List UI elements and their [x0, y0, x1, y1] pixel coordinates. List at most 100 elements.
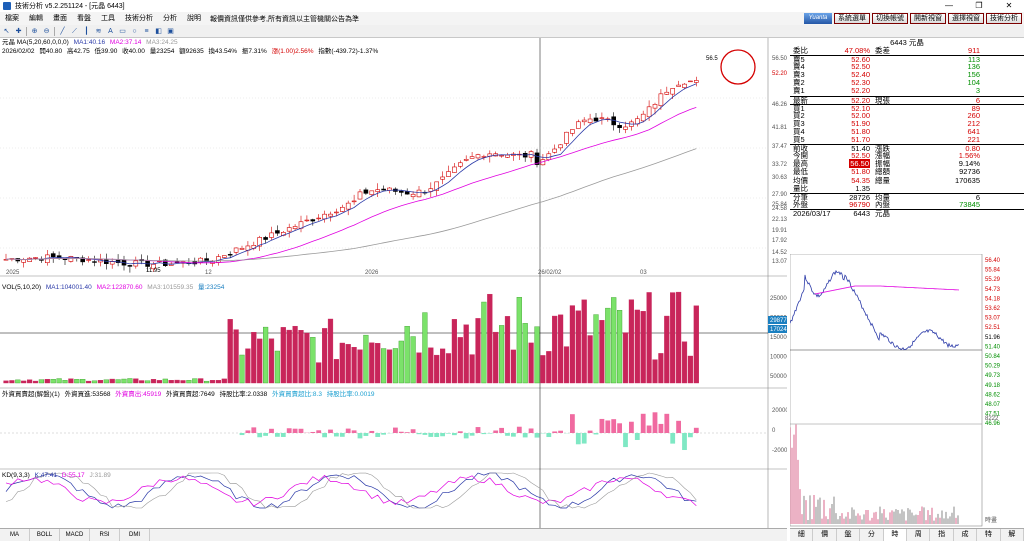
- chart-canvas[interactable]: 56.5052.2046.2641.8137.4733.7230.6327.90…: [0, 38, 787, 528]
- tab-price[interactable]: 價: [813, 529, 837, 541]
- intraday-axis-label: 55.84: [985, 268, 1001, 274]
- tab-week[interactable]: 周: [907, 529, 931, 541]
- trend-icon[interactable]: ⟋: [72, 27, 77, 35]
- intraday-chart[interactable]: 56.40 55.84 55.29 54.73 54.18 53.62 53.07 52.51…: [790, 254, 1024, 528]
- flow-bar: [558, 430, 563, 433]
- flow-bar: [505, 433, 510, 436]
- tab-detail[interactable]: 細: [790, 529, 814, 541]
- volume-bar: [162, 378, 168, 384]
- menu-tools[interactable]: 工具: [101, 15, 115, 22]
- color-icon[interactable]: ◧: [155, 27, 162, 35]
- tab-explain[interactable]: 解: [1001, 529, 1024, 541]
- maximize-button[interactable]: ❐: [975, 1, 983, 10]
- tab-deal[interactable]: 成: [954, 529, 978, 541]
- quote-label: 最高: [793, 159, 808, 169]
- quote-label: [872, 87, 904, 95]
- tab-time[interactable]: 時: [883, 529, 908, 541]
- tab-board[interactable]: 盤: [837, 529, 861, 541]
- volume-bar: [215, 380, 222, 384]
- ohlc-amount: 額92635: [179, 48, 204, 55]
- tab-index[interactable]: 指: [930, 529, 954, 541]
- zoom-in-icon[interactable]: ⊕: [31, 27, 38, 35]
- date-axis-label: 26/02/02: [538, 270, 562, 276]
- volume-axis-label: 1000000: [770, 355, 787, 361]
- candle-body: [499, 155, 504, 157]
- tab-boll[interactable]: BOLL: [30, 529, 60, 541]
- quote-label: 漲幅: [875, 151, 890, 161]
- flow-sell: 外資賣出:45919: [115, 391, 162, 398]
- quote-value: 73845: [959, 199, 980, 209]
- select-window-button[interactable]: 選擇視窗: [948, 13, 984, 24]
- indicator-icon[interactable]: ≋: [95, 27, 102, 35]
- menu-view[interactable]: 畫面: [53, 15, 67, 22]
- menu-technical[interactable]: 技術分析: [125, 15, 153, 22]
- tab-dmi[interactable]: DMI: [120, 529, 150, 541]
- menu-watch[interactable]: 看盤: [77, 15, 91, 22]
- flow-bar: [623, 433, 628, 448]
- candle-body: [50, 253, 56, 258]
- candle-body: [239, 248, 245, 250]
- close-button[interactable]: ✕: [1005, 1, 1013, 10]
- quote-row: 賣1 52.20 3: [790, 87, 1024, 95]
- tab-ma[interactable]: MA: [0, 529, 30, 541]
- menu-help[interactable]: 說明: [187, 15, 201, 22]
- price-axis-label: 24.58: [772, 206, 787, 212]
- flow-bar: [546, 433, 552, 438]
- volume-bar: [622, 332, 629, 384]
- intraday-canvas[interactable]: 56.40 55.84 55.29 54.73 54.18 53.62 53.07 52.51…: [790, 254, 1024, 528]
- save-icon[interactable]: ▣: [167, 27, 174, 35]
- flow-bar: [298, 428, 304, 433]
- select-icon[interactable]: ↖: [3, 27, 10, 35]
- rect-icon[interactable]: ▭: [119, 27, 126, 35]
- volume-bar: [192, 378, 198, 384]
- candle-body: [434, 181, 440, 191]
- volume-bar: [9, 380, 15, 384]
- highlight-circle-annotation: [720, 49, 756, 85]
- candle-body: [617, 125, 622, 129]
- intraday-average-line: [814, 285, 960, 295]
- intraday-axis-label: 48.62: [985, 392, 1001, 398]
- zoom-out-icon[interactable]: ⊖: [43, 27, 50, 35]
- candle-body: [33, 257, 38, 259]
- menu-analysis[interactable]: 分析: [163, 15, 177, 22]
- crosshair-icon[interactable]: ✚: [15, 27, 22, 35]
- tab-macd[interactable]: MACD: [60, 529, 90, 541]
- flow-bar: [416, 433, 422, 435]
- candle-body: [688, 80, 693, 83]
- quote-header: 6443 元晶: [890, 38, 924, 47]
- system-menu-button[interactable]: 系統選單: [834, 13, 870, 24]
- candle-body: [27, 257, 32, 262]
- minimize-button[interactable]: —: [945, 1, 953, 10]
- technical-analysis-button[interactable]: 技術分析: [986, 13, 1022, 24]
- technical-chart[interactable]: 56.50 52.20 46.26 41.81 37.47 33.72 30.63 27.90…: [0, 38, 787, 528]
- menu-edit[interactable]: 編輯: [29, 15, 43, 22]
- ma5-value: MA1:40.16: [73, 39, 106, 46]
- candle-body: [404, 191, 410, 195]
- line-icon[interactable]: ╱: [60, 27, 65, 35]
- flow-bar: [369, 430, 375, 433]
- volume-bar: [499, 325, 505, 384]
- tab-special[interactable]: 特: [977, 529, 1001, 541]
- fib-icon[interactable]: ≡: [144, 27, 149, 35]
- switch-account-button[interactable]: 切換帳號: [872, 13, 908, 24]
- new-window-button[interactable]: 開新視窗: [910, 13, 946, 24]
- menu-file[interactable]: 檔案: [5, 15, 19, 22]
- tab-split[interactable]: 分: [860, 529, 884, 541]
- quote-value: 51.90: [851, 118, 870, 128]
- title-bar: 技術分析 v5.2.251124 - [元晶 6443] — ❐ ✕: [0, 0, 1024, 12]
- kd-d-line: [5, 474, 697, 507]
- quote-label: 賣5: [793, 55, 805, 65]
- flow-bar: [452, 433, 457, 436]
- flow-bar: [516, 426, 522, 433]
- volume-bar: [74, 379, 80, 384]
- quote-value: 113: [968, 55, 980, 65]
- circle-icon[interactable]: ○: [132, 27, 137, 35]
- volume-bar: [97, 380, 104, 384]
- kd-k-line: [5, 472, 697, 509]
- bar-style-icon[interactable]: ┃: [84, 27, 89, 35]
- volume-bar: [611, 297, 617, 384]
- text-icon[interactable]: A: [108, 27, 113, 35]
- volume-bar: [257, 338, 263, 384]
- tab-rsi[interactable]: RSI: [90, 529, 120, 541]
